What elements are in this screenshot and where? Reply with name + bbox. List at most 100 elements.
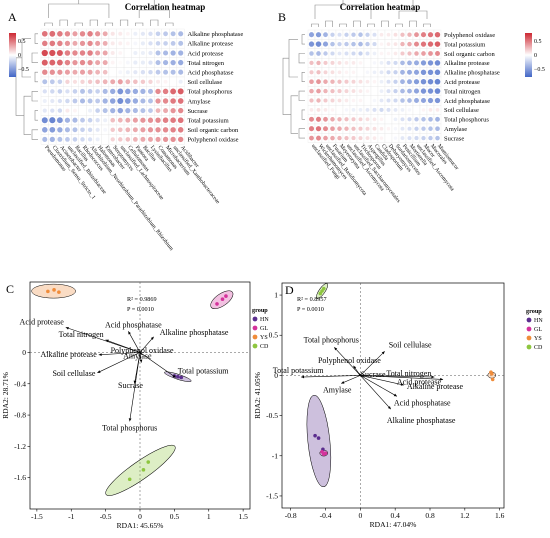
vector-arrow bbox=[97, 352, 141, 374]
vector-arrow bbox=[360, 375, 404, 386]
column-dendrogram bbox=[44, 0, 174, 26]
heatmap-cell bbox=[57, 136, 63, 142]
heatmap-cell bbox=[155, 88, 161, 95]
dendrogram-branch bbox=[31, 52, 38, 63]
heatmap-cell bbox=[125, 107, 131, 114]
heatmap-cell bbox=[79, 50, 86, 56]
x-tick-label: -0.8 bbox=[285, 511, 297, 520]
heatmap-cell bbox=[57, 69, 63, 75]
y-axis-title: RDA2: 41.05% bbox=[253, 372, 262, 419]
heatmap-cell bbox=[323, 88, 328, 94]
heatmap-cell bbox=[358, 89, 363, 93]
heatmap-cell bbox=[421, 108, 426, 112]
heatmap-cell bbox=[337, 60, 342, 65]
y-tick-label: -0.8 bbox=[14, 411, 26, 420]
heatmap-cell bbox=[316, 70, 321, 75]
vector-label: Sucrase bbox=[361, 370, 386, 379]
vector-arrowhead bbox=[301, 375, 305, 379]
heatmap-cell bbox=[148, 41, 153, 46]
heatmap-cell bbox=[372, 79, 377, 84]
heatmap-cell bbox=[79, 98, 86, 104]
x-tick-label: 0.5 bbox=[170, 512, 180, 521]
heatmap-cell bbox=[147, 88, 154, 94]
heatmap-title: Correlation heatmap bbox=[340, 2, 421, 12]
vector-arrowhead bbox=[341, 381, 345, 384]
vector-label: Amylase bbox=[123, 352, 152, 361]
vector-arrowhead bbox=[128, 418, 132, 422]
colorbar: 0.5 0 −0.5 bbox=[525, 33, 545, 77]
heatmap-cell bbox=[351, 98, 356, 103]
heatmap-cell bbox=[163, 50, 169, 56]
dendrogram-branch bbox=[290, 95, 298, 134]
heatmap-cell bbox=[42, 89, 47, 94]
heatmap-cell bbox=[386, 32, 391, 37]
heatmap-cell bbox=[309, 51, 314, 56]
row-label: Total potassium bbox=[187, 118, 228, 125]
heatmap-cell bbox=[110, 127, 115, 133]
heatmap-cell bbox=[386, 51, 391, 56]
rda-panel-d: D -0.8 -0.4 0 0.4 0.8 1.2 1.6 1 0.5 0 -0.5 -1 -1.5 RDA… bbox=[253, 282, 543, 529]
legend-item: HN bbox=[260, 317, 269, 323]
colorbar-tick-label: 0 bbox=[534, 53, 537, 59]
row-label: Alkaline protease bbox=[444, 60, 490, 67]
sample-point-gl bbox=[220, 297, 225, 302]
row-label: Alkaline protease bbox=[187, 41, 233, 48]
heatmap-cell bbox=[57, 108, 63, 113]
heatmap-panel-a: A Correlation heatmap Alkaline phosphatase… bbox=[8, 0, 243, 253]
heatmap-cell bbox=[95, 137, 100, 142]
heatmap-cell bbox=[358, 79, 363, 84]
heatmap-cell bbox=[118, 137, 123, 142]
heatmap-cell bbox=[49, 49, 56, 57]
heatmap-cell bbox=[421, 117, 426, 122]
heatmap-cell bbox=[393, 51, 398, 56]
heatmap-cell bbox=[358, 32, 363, 37]
heatmap-cell bbox=[386, 136, 391, 140]
heatmap-cell bbox=[344, 98, 349, 103]
heatmap-cell bbox=[125, 88, 131, 95]
heatmap-cell bbox=[118, 70, 123, 75]
y-tick-label: 1 bbox=[274, 291, 278, 300]
heatmap-cell bbox=[162, 98, 169, 104]
group-ellipse-cd bbox=[105, 444, 176, 496]
heatmap-cell bbox=[87, 137, 93, 142]
colorbar-bar bbox=[9, 33, 16, 77]
heatmap-cell bbox=[125, 117, 131, 123]
colorbar-tick-label: 0.5 bbox=[18, 39, 26, 45]
heatmap-cell bbox=[337, 117, 342, 122]
vector-label: Alkaline protease bbox=[407, 382, 464, 391]
heatmap-cell bbox=[344, 89, 349, 94]
heatmap-cell bbox=[407, 117, 412, 122]
heatmap-cell bbox=[177, 98, 184, 104]
heatmap-cell bbox=[125, 41, 130, 46]
heatmap-cell bbox=[358, 108, 363, 112]
heatmap-cell bbox=[337, 126, 342, 131]
heatmap-cell bbox=[308, 126, 315, 132]
heatmap-cell bbox=[72, 137, 78, 142]
heatmap-cell bbox=[393, 70, 398, 75]
heatmap-cell bbox=[87, 59, 93, 66]
panel-label: B bbox=[278, 10, 286, 24]
heatmap-cell bbox=[72, 50, 78, 56]
heatmap-cell bbox=[155, 108, 161, 113]
heatmap-cell bbox=[323, 108, 328, 112]
heatmap-cell bbox=[365, 136, 370, 141]
heatmap-cell bbox=[386, 60, 391, 65]
heatmap-cell bbox=[400, 41, 405, 47]
heatmap-cell bbox=[170, 50, 176, 56]
heatmap-cell bbox=[87, 117, 93, 123]
heatmap-cell bbox=[110, 50, 115, 56]
vector-arrowhead bbox=[387, 406, 391, 410]
heatmap-cell bbox=[72, 89, 78, 94]
dendrogram-branch bbox=[398, 10, 428, 19]
vector-label: Soil cellulase bbox=[389, 340, 432, 349]
heatmap-cell bbox=[117, 117, 123, 123]
colorbar-tick-label: 0.5 bbox=[534, 39, 542, 45]
heatmap-cell bbox=[163, 79, 168, 84]
heatmap-cell bbox=[140, 136, 146, 142]
heatmap-cell bbox=[379, 117, 384, 122]
x-tick-label: -0.5 bbox=[100, 512, 112, 521]
dendrogram-branch bbox=[34, 110, 38, 121]
vector-arrowhead bbox=[128, 331, 131, 335]
dendrogram-branch bbox=[288, 39, 298, 78]
heatmap-cell bbox=[49, 79, 55, 85]
